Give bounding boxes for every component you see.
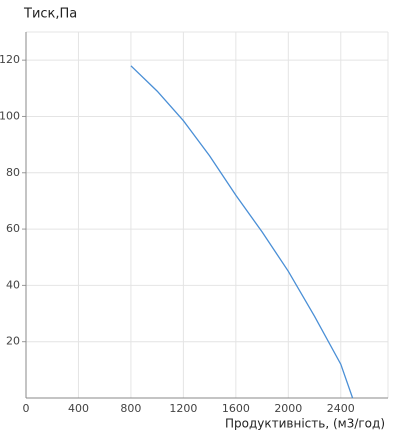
x-tick-label: 2000: [274, 402, 302, 415]
x-tick-label: 400: [68, 402, 89, 415]
y-tick-label: 80: [6, 166, 20, 179]
x-tick-label: 0: [23, 402, 30, 415]
y-axis-title: Тиск,Па: [23, 7, 77, 22]
x-tick-label: 800: [120, 402, 141, 415]
y-tick-label: 120: [0, 53, 20, 66]
x-tick-label: 2400: [327, 402, 355, 415]
x-tick-label: 1600: [222, 402, 250, 415]
y-tick-label: 20: [6, 335, 20, 348]
x-tick-label: 1200: [169, 402, 197, 415]
x-axis-title: Продуктивність, (м3/год): [225, 417, 385, 431]
data-line: [130, 65, 354, 399]
y-tick-label: 40: [6, 278, 20, 291]
y-tick-label: 100: [0, 109, 20, 122]
y-tick-label: 60: [6, 222, 20, 235]
